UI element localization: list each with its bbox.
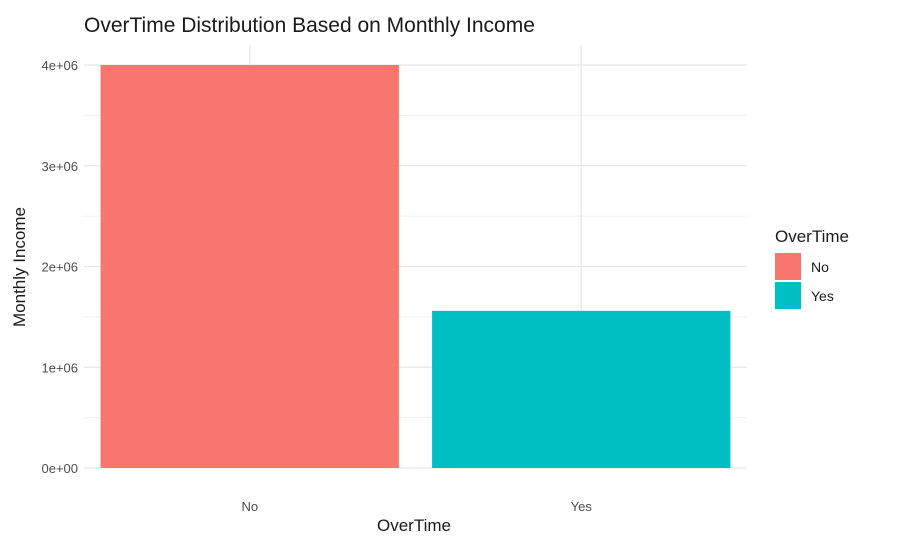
y-tick-label: 0e+00 xyxy=(41,461,78,476)
y-tick-label: 2e+06 xyxy=(41,260,78,275)
y-tick-label: 3e+06 xyxy=(41,159,78,174)
legend-title: OverTime xyxy=(775,227,849,246)
chart-title: OverTime Distribution Based on Monthly I… xyxy=(84,14,535,37)
x-tick-label: No xyxy=(241,499,258,514)
legend-label: Yes xyxy=(811,288,834,304)
y-tick-label: 1e+06 xyxy=(41,360,78,375)
bars xyxy=(100,65,731,468)
y-axis-title: Monthly Income xyxy=(10,207,29,327)
y-tick-label: 4e+06 xyxy=(41,58,78,73)
legend: OverTime No Yes xyxy=(775,227,849,309)
y-axis-ticks: 0e+00 1e+06 2e+06 3e+06 4e+06 xyxy=(41,58,78,476)
bar-no xyxy=(100,65,399,468)
legend-label: No xyxy=(811,259,829,275)
x-axis-ticks: No Yes xyxy=(241,499,592,514)
bar-yes xyxy=(432,310,731,468)
x-tick-label: Yes xyxy=(571,499,593,514)
legend-swatch-no xyxy=(775,253,801,280)
legend-swatch-yes xyxy=(775,282,801,309)
x-axis-title: OverTime xyxy=(377,516,451,535)
